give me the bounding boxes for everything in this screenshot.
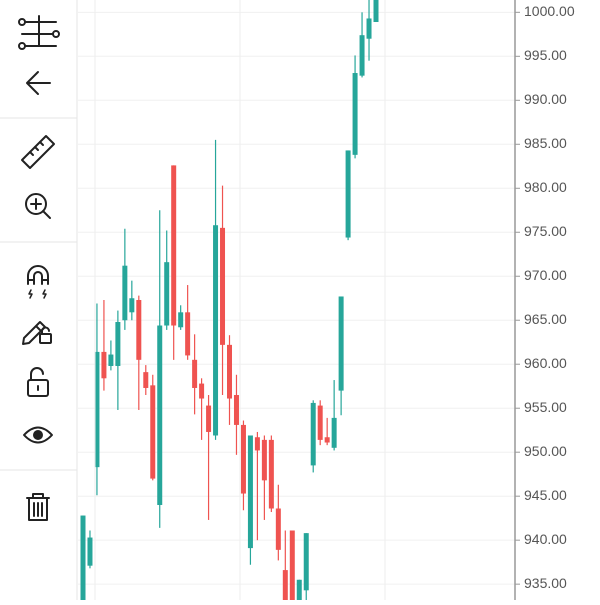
candle-body xyxy=(352,73,358,155)
candle-body xyxy=(324,437,330,443)
candle-body xyxy=(227,344,232,399)
candle-body xyxy=(143,372,149,388)
lock-button[interactable] xyxy=(27,367,49,397)
candle-body xyxy=(213,225,219,436)
candle-body xyxy=(192,359,198,388)
zoom-button[interactable] xyxy=(25,193,51,219)
candle-body xyxy=(338,296,344,391)
delete-button[interactable] xyxy=(26,493,50,521)
candle-body xyxy=(373,0,379,22)
candle-body xyxy=(94,351,100,468)
candle-body xyxy=(80,515,86,600)
y-tick-label: 940.00 xyxy=(524,531,567,547)
y-tick-label: 995.00 xyxy=(524,47,567,63)
magnet-button[interactable] xyxy=(27,265,49,299)
candle-body xyxy=(101,351,107,379)
candle-body xyxy=(122,265,128,321)
y-tick-label: 935.00 xyxy=(524,575,567,591)
y-tick-label: 945.00 xyxy=(524,487,567,503)
toolbar xyxy=(0,0,78,600)
candle-body xyxy=(206,405,212,432)
candle-body xyxy=(178,312,184,328)
candle-body xyxy=(254,437,260,451)
candle-body xyxy=(129,298,135,313)
candle-body xyxy=(317,405,323,440)
candle-body xyxy=(366,18,372,39)
candle-body xyxy=(289,530,295,600)
candle-body xyxy=(296,579,302,600)
candle-body xyxy=(345,150,351,238)
candle-body xyxy=(171,165,177,326)
y-tick-label: 970.00 xyxy=(524,267,567,283)
candle-body xyxy=(220,227,226,345)
y-tick-label: 1000.00 xyxy=(524,3,575,19)
candle-body xyxy=(136,300,142,360)
y-tick-label: 985.00 xyxy=(524,135,567,151)
candle-body xyxy=(115,321,121,366)
candle-body xyxy=(275,508,281,550)
draw-lock-button[interactable] xyxy=(22,321,52,345)
candle-body xyxy=(233,395,239,425)
chart-area xyxy=(78,0,515,600)
candle-body xyxy=(268,439,274,509)
candle-body xyxy=(247,435,253,549)
y-tick-label: 990.00 xyxy=(524,91,567,107)
y-tick-label: 955.00 xyxy=(524,399,567,415)
y-tick-label: 965.00 xyxy=(524,311,567,327)
candle-body xyxy=(185,312,191,356)
back-button[interactable] xyxy=(26,71,51,95)
candle-body xyxy=(282,570,288,600)
y-tick-label: 980.00 xyxy=(524,179,567,195)
candle-body xyxy=(331,417,337,448)
ruler-button[interactable] xyxy=(21,135,55,169)
visibility-button[interactable] xyxy=(23,426,53,444)
price-axis: 935.00 940.00 945.00 950.00 955.00 960.00 965.… xyxy=(515,3,575,591)
candle-body xyxy=(261,439,267,481)
candle-body xyxy=(310,402,316,466)
candle-body xyxy=(157,325,163,505)
candle-body xyxy=(199,383,205,399)
candle-body xyxy=(150,385,156,479)
candle-body xyxy=(164,262,170,326)
candle-body xyxy=(108,354,114,366)
y-tick-label: 960.00 xyxy=(524,355,567,371)
y-tick-label: 975.00 xyxy=(524,223,567,239)
candle-body xyxy=(359,35,365,76)
candle-body xyxy=(303,533,309,591)
candle-body xyxy=(240,424,246,494)
y-tick-label: 950.00 xyxy=(524,443,567,459)
toolbar-bg xyxy=(0,0,77,600)
settings-button[interactable] xyxy=(18,15,60,50)
candle-body xyxy=(87,537,93,566)
